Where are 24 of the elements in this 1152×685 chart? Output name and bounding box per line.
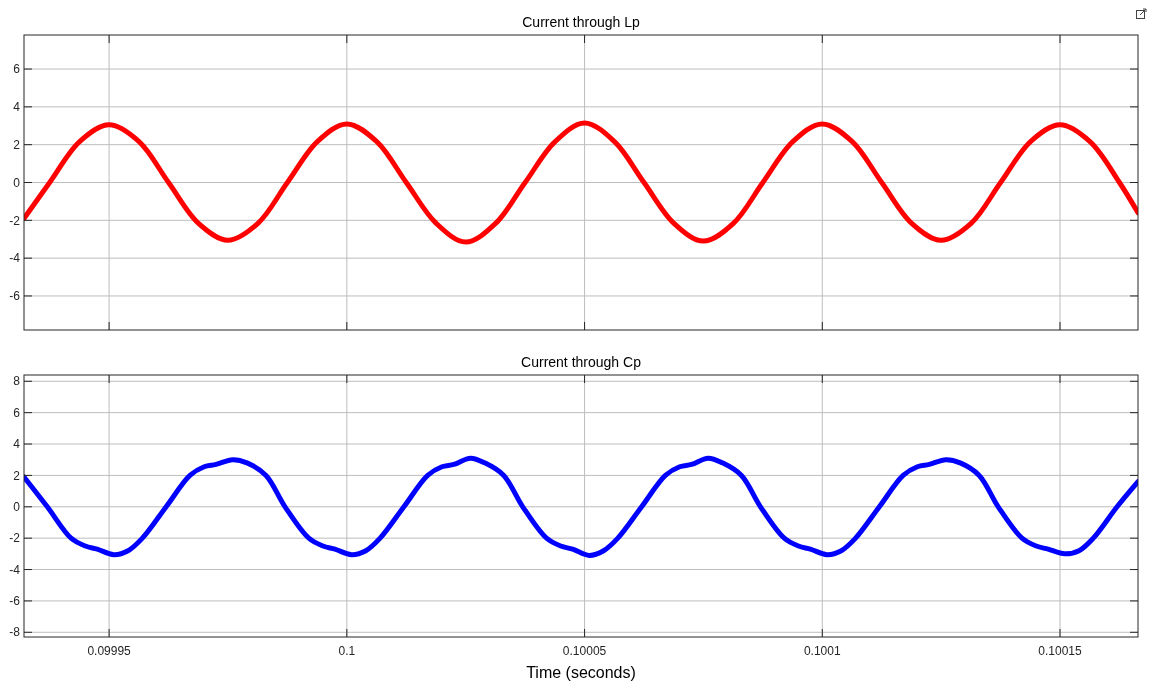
y-tick-label: -8 <box>9 625 21 640</box>
y-tick-label: 6 <box>13 62 21 77</box>
x-axis-title: Time (seconds) <box>526 664 636 681</box>
y-tick-label: -2 <box>9 213 21 228</box>
y-tick-label: 0 <box>13 499 21 514</box>
y-tick-label: 2 <box>13 137 21 152</box>
x-tick-label: 0.1 <box>338 644 356 658</box>
x-tick-label: 0.09995 <box>87 644 132 658</box>
x-tick-label: 0.1001 <box>803 644 841 658</box>
y-tick-label: -6 <box>9 594 21 609</box>
y-tick-label: -4 <box>9 562 21 577</box>
y-tick-label: -6 <box>9 289 21 304</box>
y-tick-label: 2 <box>13 468 21 483</box>
y-tick-label: -2 <box>9 531 21 546</box>
y-tick-label: 0 <box>13 175 21 190</box>
y-tick-label: 8 <box>13 374 21 389</box>
x-tick-label: 0.10005 <box>562 644 607 658</box>
y-tick-label: 6 <box>13 405 21 420</box>
y-tick-label: -4 <box>9 251 21 266</box>
chart-title: Current through Cp <box>521 354 642 370</box>
y-tick-label: 4 <box>13 437 21 452</box>
x-tick-label: 0.10015 <box>1038 644 1083 658</box>
y-tick-label: 4 <box>13 100 21 115</box>
chart-title: Current through Lp <box>522 14 640 30</box>
